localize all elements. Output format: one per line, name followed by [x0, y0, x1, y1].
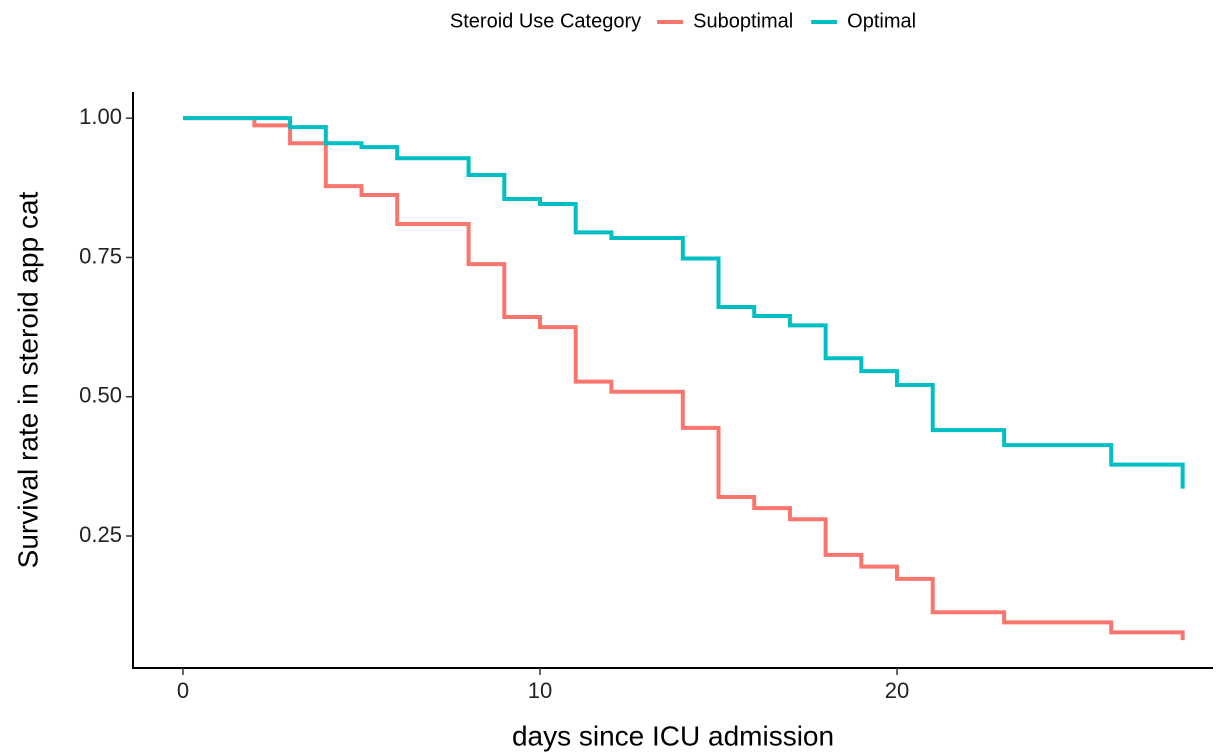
survival-line	[182, 116, 1185, 641]
x-tick-label: 20	[885, 678, 909, 703]
x-tick-label: 10	[528, 678, 552, 703]
x-tick-label: 0	[177, 678, 189, 703]
y-tick-label: 0.50	[79, 383, 122, 408]
y-tick-label: 0.25	[79, 522, 122, 547]
legend-title: Steroid Use Category	[450, 10, 641, 32]
survival-line	[182, 116, 1185, 489]
legend-label: Optimal	[847, 10, 916, 32]
legend-label: Suboptimal	[693, 10, 793, 32]
y-tick-label: 1.00	[79, 104, 122, 129]
y-tick-label: 0.75	[79, 243, 122, 268]
legend: Steroid Use Category Suboptimal Optimal	[450, 10, 916, 32]
y-axis-title: Survival rate in steroid app cat	[12, 191, 43, 568]
x-axis-title: days since ICU admission	[512, 720, 834, 751]
